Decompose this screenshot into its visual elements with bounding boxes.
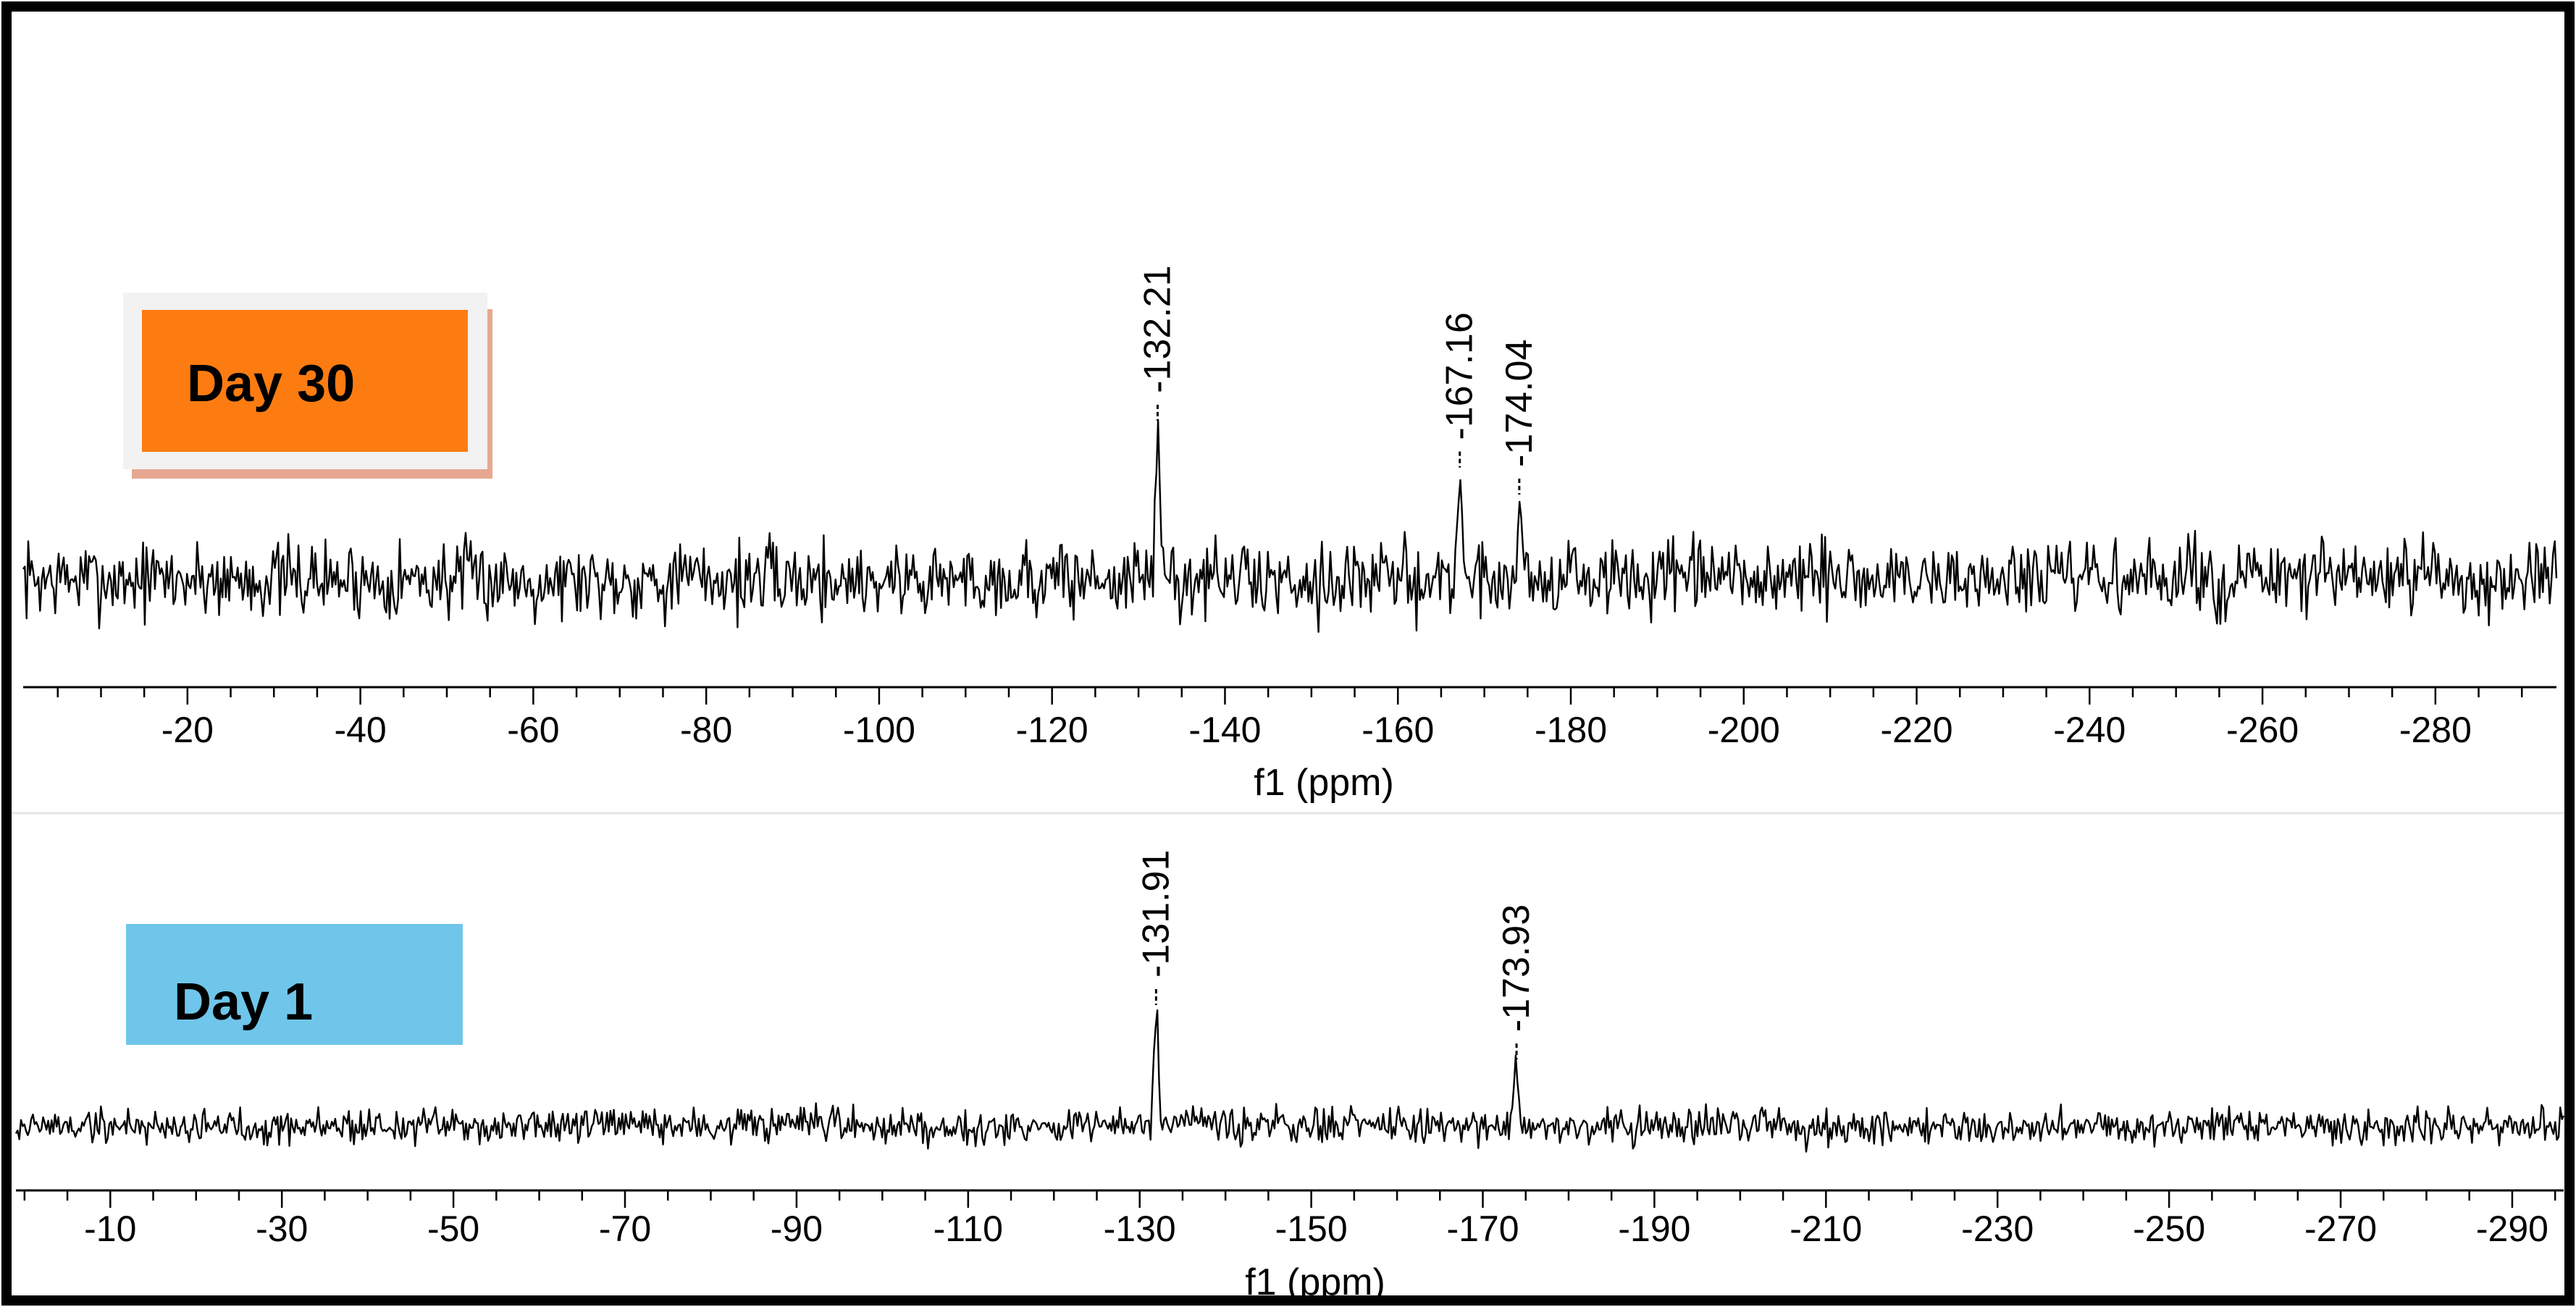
day30-tick-label-9: -200 <box>1708 710 1780 750</box>
day30-badge-fill <box>142 310 468 452</box>
day1-tick-label-2: -50 <box>427 1209 479 1249</box>
day1-tick-label-6: -130 <box>1104 1209 1176 1249</box>
day1-tick-label-12: -250 <box>2133 1209 2205 1249</box>
day30-tick-label-13: -280 <box>2399 710 2472 750</box>
day30-tick-label-11: -240 <box>2053 710 2126 750</box>
day1-tick-label-11: -230 <box>1961 1209 2034 1249</box>
day1-tick-label-4: -90 <box>771 1209 823 1249</box>
day30-x-axis-label: f1 (ppm) <box>1254 762 1394 804</box>
day1-peak-label-1: -173.93 <box>1495 904 1537 1032</box>
day1-tick-label-14: -290 <box>2476 1209 2548 1249</box>
day30-tick-label-12: -260 <box>2226 710 2299 750</box>
day1-tick-label-0: -10 <box>84 1209 136 1249</box>
day30-spectrum-trace <box>22 419 2558 633</box>
day1-tick-label-5: -110 <box>934 1209 1003 1249</box>
day1-badge-label: Day 1 <box>174 973 313 1031</box>
day30-tick-label-1: -40 <box>334 710 386 750</box>
day1-peak-annotations: -131.91 -173.93 <box>1135 850 1537 1060</box>
day1-tick-label-13: -270 <box>2304 1209 2377 1249</box>
day30-tick-label-10: -220 <box>1881 710 1953 750</box>
day30-tick-label-3: -80 <box>680 710 732 750</box>
day30-tick-label-0: -20 <box>161 710 214 750</box>
day1-tick-label-3: -70 <box>599 1209 651 1249</box>
day30-badge-label: Day 30 <box>187 355 355 413</box>
day30-peak-label-2: -174.04 <box>1498 340 1540 467</box>
day1-spectrum-line <box>14 1009 2565 1153</box>
day30-badge: Day 30 <box>123 293 492 479</box>
spectrum-panel-day30: Day 30 -132.21 -167.16 -174.04 -20 -40 -60 -8… <box>22 266 2558 804</box>
day1-tick-label-8: -170 <box>1446 1209 1519 1249</box>
day30-tick-label-7: -160 <box>1362 710 1434 750</box>
day1-tick-label-1: -30 <box>256 1209 308 1249</box>
day30-tick-label-2: -60 <box>507 710 559 750</box>
day30-tick-label-4: -100 <box>843 710 915 750</box>
day30-peak-annotations: -132.21 -167.16 -174.04 <box>1136 266 1540 495</box>
day30-tick-label-6: -140 <box>1188 710 1261 750</box>
day1-tick-label-10: -210 <box>1790 1209 1862 1249</box>
day30-tick-label-5: -120 <box>1016 710 1088 750</box>
day1-spectrum-trace <box>14 1009 2565 1153</box>
day1-tick-label-7: -150 <box>1275 1209 1348 1249</box>
day1-peak-label-0: -131.91 <box>1135 850 1177 978</box>
day1-x-ticks: -10 -30 -50 -70 -90 -110 -130 -150 -170 -190 -210 -… <box>23 1190 2556 1249</box>
day1-badge-fill <box>126 924 463 1045</box>
day30-peak-label-1: -167.16 <box>1439 312 1481 440</box>
day1-badge: Day 1 <box>126 924 463 1045</box>
day1-tick-label-9: -190 <box>1618 1209 1690 1249</box>
day30-tick-label-8: -180 <box>1535 710 1607 750</box>
day30-peak-label-0: -132.21 <box>1136 266 1178 393</box>
day30-x-ticks: -20 -40 -60 -80 -100 -120 -140 -160 -180 -200 -220… <box>56 687 2523 750</box>
day30-spectrum-line <box>22 419 2558 633</box>
